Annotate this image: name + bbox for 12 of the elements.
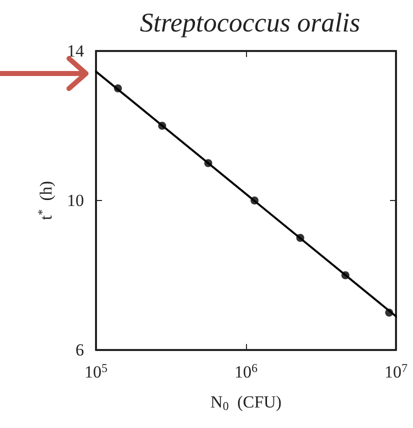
y-tick-label: 10 — [67, 191, 84, 210]
point — [204, 159, 212, 168]
point — [114, 84, 122, 92]
point — [341, 271, 350, 280]
y-tick-label: 6 — [76, 340, 84, 360]
y-axis-title: t* (h) — [35, 180, 56, 220]
point — [158, 122, 166, 130]
point — [296, 234, 304, 242]
point — [385, 308, 394, 317]
chart-title: Streptococcus oralis — [140, 8, 360, 38]
point — [250, 196, 259, 204]
y-tick-label: 14 — [67, 42, 84, 60]
